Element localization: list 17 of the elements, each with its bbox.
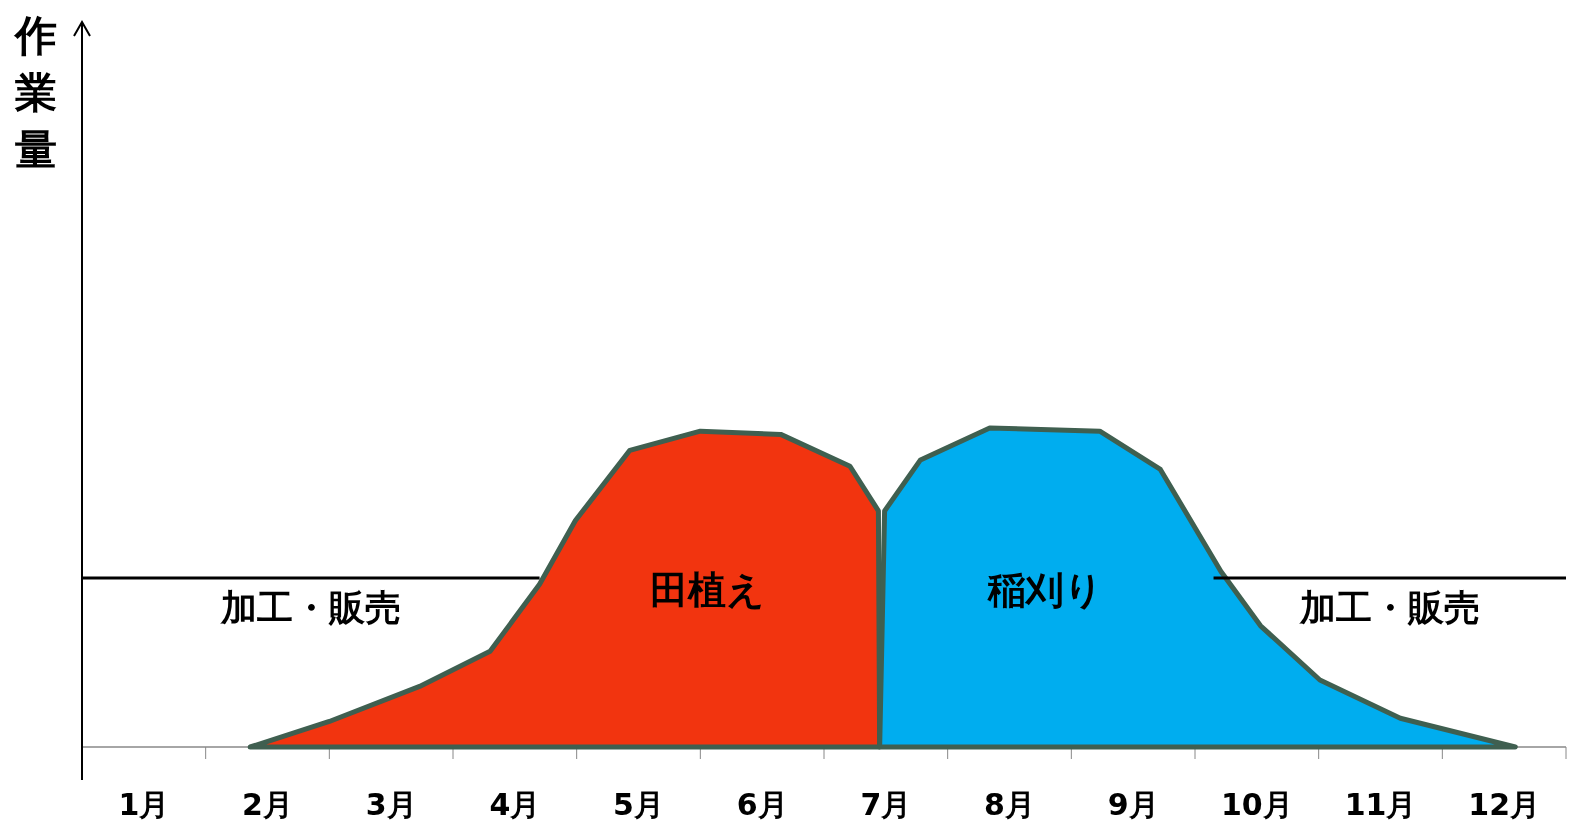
series-label: 加工・販売 [1298, 586, 1480, 628]
series-label: 加工・販売 [219, 586, 401, 628]
x-tick-label: 8月 [984, 787, 1035, 822]
x-tick-label: 11月 [1344, 787, 1417, 822]
x-tick-label: 4月 [489, 787, 541, 822]
x-tick-label: 3月 [365, 787, 417, 822]
x-tick-label: 9月 [1107, 787, 1159, 822]
x-tick-label: 12月 [1468, 787, 1541, 822]
x-tick-label: 5月 [613, 787, 664, 822]
x-tick-label: 1月 [118, 787, 170, 822]
text: 作業量 [13, 11, 57, 174]
x-tick-label: 7月 [860, 787, 912, 822]
x-tick-label: 2月 [242, 787, 293, 822]
x-tick-label: 10月 [1220, 787, 1293, 822]
x-tick-label: 6月 [736, 787, 788, 822]
series-label: 稲刈り [987, 568, 1104, 613]
series-label: 田植え [650, 568, 766, 613]
